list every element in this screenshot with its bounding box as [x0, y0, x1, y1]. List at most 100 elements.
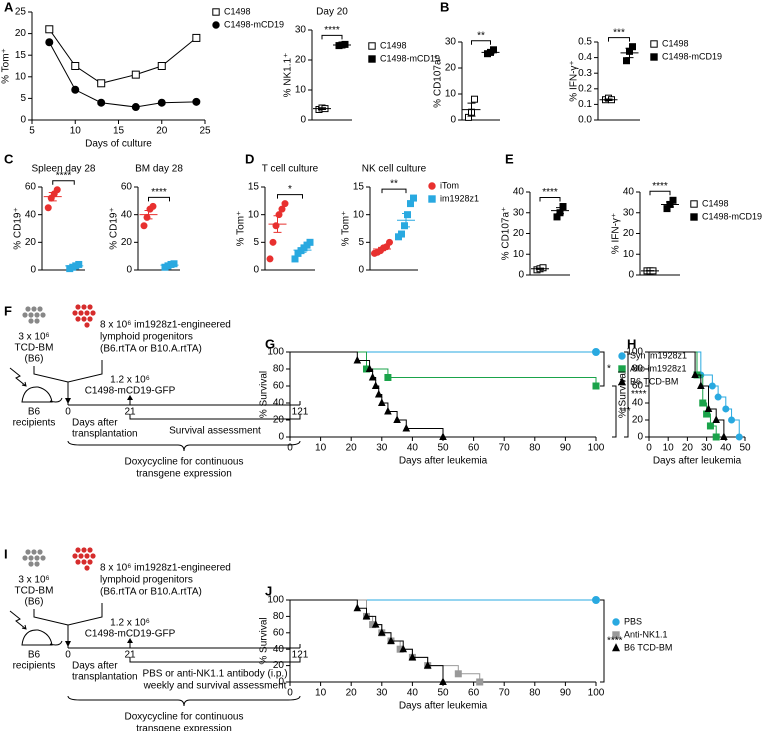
y-tick-label: 0 [30, 265, 36, 276]
data-point [131, 103, 140, 112]
cell-icon [40, 312, 46, 318]
data-point [143, 213, 151, 221]
panel-letter: I [4, 546, 8, 561]
data-point [44, 204, 52, 212]
legend-label: B6 TCD-BM [630, 376, 678, 386]
data-point [735, 433, 743, 441]
significance-bracket [539, 197, 561, 202]
y-tick-label: 60 [273, 627, 285, 638]
recipient-text: B6 [28, 650, 41, 661]
days-label: transplantation [72, 672, 138, 683]
leukemia-dose: 1.2 x 10⁶ [110, 375, 150, 386]
y-tick-label: 15 [248, 182, 260, 193]
cell-icon [37, 549, 43, 555]
cell-icon [90, 553, 96, 559]
y-axis-label: % Tom⁺ [1, 48, 12, 84]
significance-bracket [649, 190, 671, 196]
cell-icon [87, 304, 93, 310]
panel-letter: B [440, 0, 449, 14]
data-point [71, 62, 80, 70]
y-tick-label: 80 [632, 364, 644, 375]
data-point [404, 211, 411, 219]
y-axis-label: % Tom⁺ [341, 211, 352, 247]
recipient-text: recipients [13, 661, 56, 672]
y-tick-label: 0 [126, 265, 132, 276]
y-tick-label: 5 [253, 237, 259, 248]
panel-letter: C [4, 151, 14, 166]
cell-icon [81, 304, 87, 310]
data-point [278, 205, 286, 213]
error-bar [486, 50, 495, 55]
x-axis-label: Days after leukemia [399, 456, 488, 467]
x-tick-label: 80 [529, 443, 541, 454]
progenitor-text: 8 x 10⁶ im1928z1-engineered [100, 320, 231, 331]
error-bar [338, 43, 346, 47]
cell-icon [72, 553, 78, 559]
y-axis-label: % IFN-γ⁺ [569, 60, 580, 101]
x-tick-label: 60 [468, 688, 480, 699]
cell-icon [28, 561, 34, 567]
data-point [720, 432, 728, 440]
error-bar [402, 213, 410, 228]
data-point [439, 432, 447, 440]
survival-step [718, 396, 727, 409]
data-point [131, 70, 140, 79]
day-label: 121 [292, 407, 309, 418]
legend-label: C1498-mCD19 [702, 211, 762, 221]
x-tick-label: 0 [646, 443, 652, 454]
data-point-end [592, 596, 600, 604]
data-point [629, 43, 636, 51]
survival-step [649, 351, 696, 375]
y-tick-label: 40 [25, 209, 37, 220]
days-label: transplantation [72, 429, 138, 440]
y-tick-label: 0.4 [578, 52, 592, 63]
x-tick-label: 10 [663, 443, 675, 454]
connector [33, 603, 103, 645]
cell-icon [31, 306, 37, 312]
legend-label: C1498-mCD19 [662, 51, 722, 61]
x-axis-label: Days after leukemia [399, 701, 488, 712]
y-tick-label: 10 [248, 209, 260, 220]
survival-step [700, 385, 710, 409]
legend-marker [650, 53, 658, 61]
data-point [592, 382, 600, 390]
significance-bracket [600, 599, 605, 683]
day-label: 21 [124, 650, 136, 661]
data-point [386, 238, 393, 246]
cell-icon [84, 553, 90, 559]
data-point [623, 57, 630, 65]
day-label: 21 [124, 407, 136, 418]
x-tick-label: 40 [407, 443, 419, 454]
panel-letter: F [4, 303, 12, 318]
x-tick-label: 40 [720, 443, 732, 454]
data-point [266, 255, 274, 263]
days-label: Days after [72, 661, 118, 672]
donor-name: TCD-BM [15, 586, 54, 597]
error-bar [467, 102, 476, 117]
x-tick-label: 90 [560, 443, 572, 454]
error-bar [165, 263, 174, 267]
significance-bracket [52, 180, 75, 185]
legend-marker [611, 643, 621, 652]
y-tick-label: 80 [273, 364, 285, 375]
chart-title: Day 20 [316, 7, 348, 18]
y-tick-label: 10 [295, 85, 307, 96]
y-axis-label: % CD107a⁺ [433, 54, 444, 108]
x-tick-label: 30 [376, 688, 388, 699]
dox-text: transgene expression [136, 469, 232, 480]
donor-dose: 3 x 10⁶ [18, 332, 49, 343]
y-tick-label: 10 [15, 71, 27, 82]
error-bar [625, 47, 634, 59]
x-tick-label: 80 [529, 688, 541, 699]
data-point [275, 211, 283, 219]
cell-icon [84, 310, 90, 316]
progenitor-text: 8 x 10⁶ im1928z1-engineered [100, 563, 231, 574]
chart-title: T cell culture [262, 164, 319, 175]
legend-marker [618, 352, 626, 360]
legend-marker [368, 55, 376, 63]
y-tick-label: 20 [273, 660, 285, 671]
data-point [45, 25, 54, 34]
cell-icon [75, 316, 81, 322]
error-bar [378, 246, 386, 252]
